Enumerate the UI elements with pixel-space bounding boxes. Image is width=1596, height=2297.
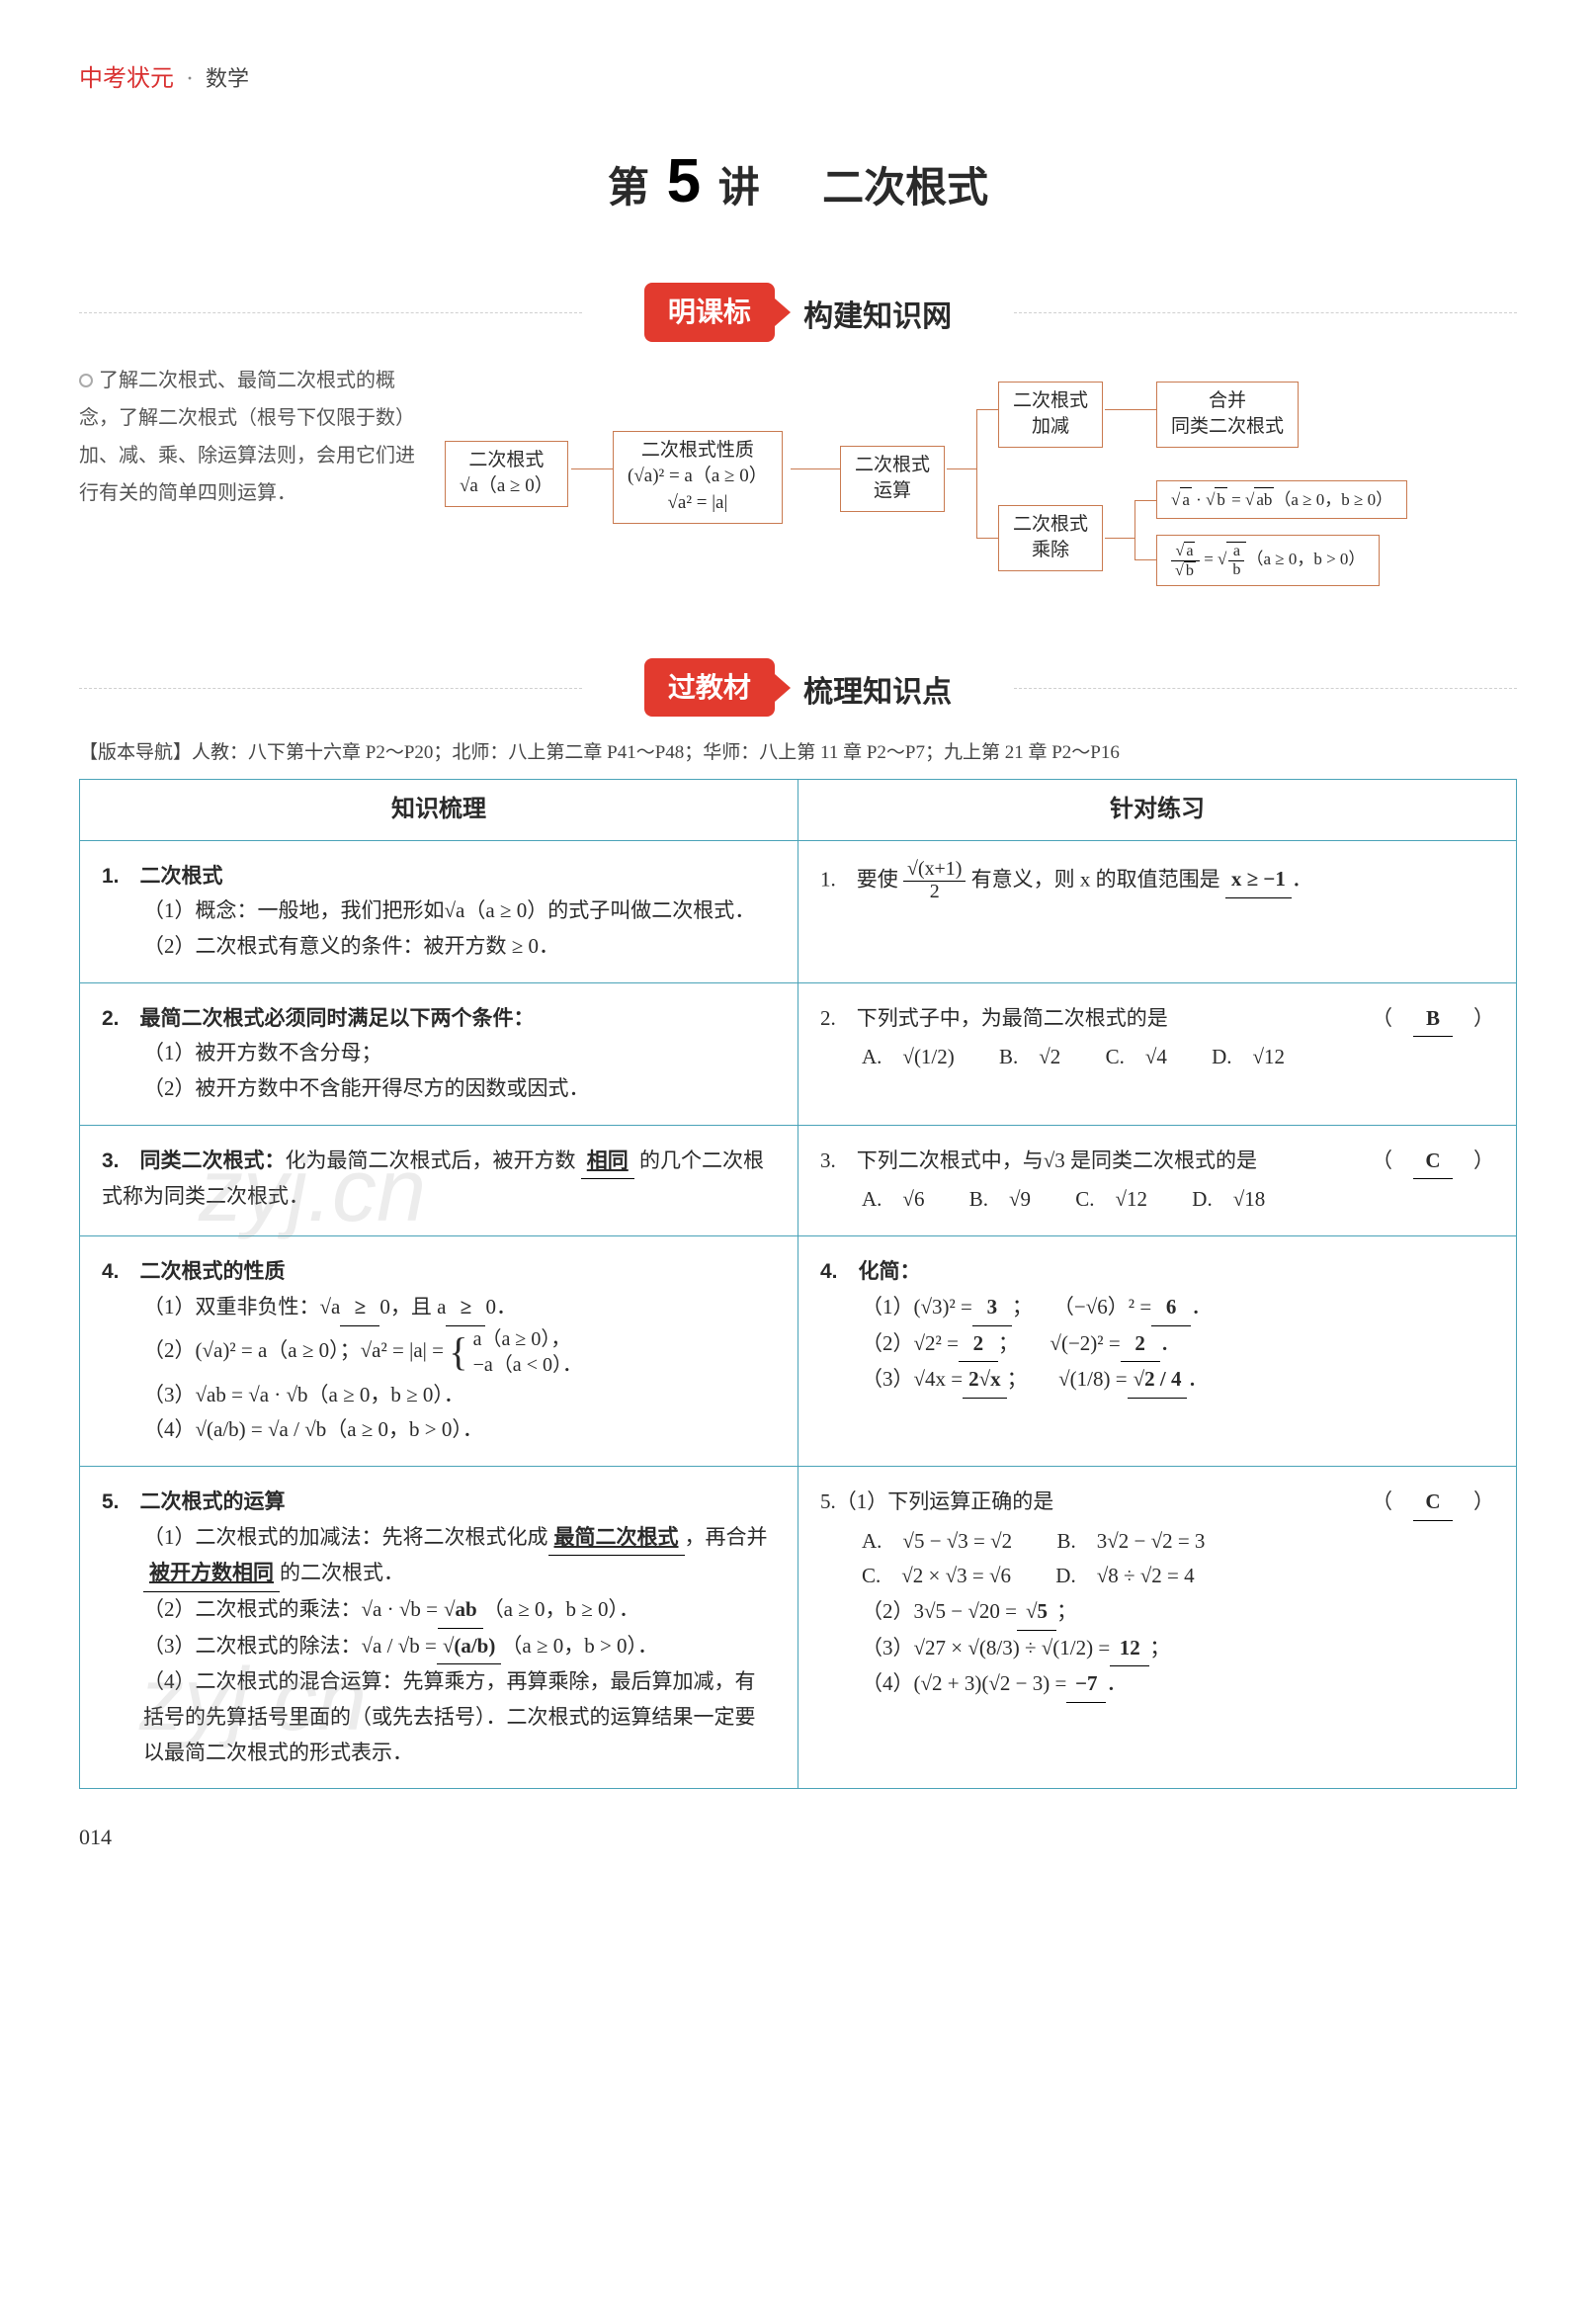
table-row: 2. 最简二次根式必须同时满足以下两个条件： （1）被开方数不含分母； （2）被… — [80, 982, 1517, 1125]
row5-q4: （4）(√2 + 3)(√2 − 3) =−7． — [820, 1666, 1494, 1703]
diagram-node-div-rule: ab = ab（a ≥ 0，b > 0） — [1156, 535, 1380, 587]
row3-title: 3. 同类二次根式： — [102, 1149, 286, 1172]
table-row: zyj.cn 3. 同类二次根式：化为最简二次根式后，被开方数 相同 的几个二次… — [80, 1125, 1517, 1235]
th-right: 针对练习 — [798, 779, 1517, 840]
knowledge-diagram: 二次根式 √a（a ≥ 0） 二次根式性质 (√a)² = a（a ≥ 0） √… — [445, 362, 1517, 619]
diagram-node-operation: 二次根式运算 — [840, 446, 945, 512]
row3-u: 相同 — [581, 1144, 634, 1180]
version-nav: 【版本导航】人教：八下第十六章 P2～P20；北师：八上第二章 P41～P48；… — [79, 737, 1517, 769]
cell-left: zyj.cn 5. 二次根式的运算 （1）二次根式的加减法：先将二次根式化成最简… — [80, 1466, 798, 1789]
row3-q: 3. 下列二次根式中，与√3 是同类二次根式的是 — [820, 1148, 1257, 1172]
section1-header: 明课标 构建知识网 — [79, 283, 1517, 342]
row4-q2: （2）√2² =2； √(−2)² =2． — [820, 1326, 1494, 1363]
cell-left: 2. 最简二次根式必须同时满足以下两个条件： （1）被开方数不含分母； （2）被… — [80, 982, 798, 1125]
diagram-line — [1134, 500, 1135, 559]
row5-answer: C — [1413, 1485, 1453, 1521]
brand-title: 中考状元 — [79, 66, 174, 92]
badge-guojiaocai: 过教材 — [644, 658, 775, 718]
row5-q3: （3）√27 × √(8/3) ÷ √(1/2) =12； — [820, 1631, 1494, 1667]
cell-right: 3. 下列二次根式中，与√3 是同类二次根式的是 （ C ） A. √6 B. … — [798, 1125, 1517, 1235]
diagram-node-addsub: 二次根式加减 — [998, 382, 1103, 448]
diagram-line — [947, 468, 976, 469]
cell-right: 2. 下列式子中，为最简二次根式的是 （ B ） A. √(1/2) B. √2… — [798, 982, 1517, 1125]
section2-title: 梳理知识点 — [803, 667, 952, 718]
chapter-pre: 第 — [608, 164, 649, 211]
brand-dot: · — [186, 66, 194, 92]
cell-left: 1. 二次根式 （1）概念：一般地，我们把形如√a（a ≥ 0）的式子叫做二次根… — [80, 840, 798, 982]
row4-q3: （3）√4x =2√x； √(1/8) =√2 / 4． — [820, 1362, 1494, 1399]
row5-l3: （3）二次根式的除法：√a / √b =√(a/b)（a ≥ 0，b > 0）． — [102, 1629, 776, 1665]
chapter-name: 二次根式 — [822, 164, 988, 211]
table-row: zyj.cn 5. 二次根式的运算 （1）二次根式的加减法：先将二次根式化成最简… — [80, 1466, 1517, 1789]
row2-q: 2. 下列式子中，为最简二次根式的是 — [820, 1006, 1168, 1030]
row5-q1: 5.（1）下列运算正确的是 （ C ） — [820, 1485, 1494, 1520]
row1-title: 1. 二次根式 — [102, 865, 223, 888]
badge-mingkebiao: 明课标 — [644, 283, 775, 342]
row1-l2: （2）二次根式有意义的条件：被开方数 ≥ 0． — [102, 929, 776, 965]
chapter-post: 讲 — [718, 164, 760, 211]
diagram-line — [1134, 500, 1156, 501]
cell-left: 4. 二次根式的性质 （1）双重非负性：√a≥0，且 a≥0． （2）(√a)²… — [80, 1236, 798, 1467]
diagram-line — [976, 409, 977, 538]
section1-title: 构建知识网 — [803, 292, 952, 342]
row2-l2: （2）被开方数中不含能开得尽方的因数或因式． — [102, 1071, 776, 1107]
row1-answer: x ≥ −1 — [1225, 862, 1292, 898]
cell-right: 5.（1）下列运算正确的是 （ C ） A. √5 − √3 = √2 B. 3… — [798, 1466, 1517, 1789]
row1-frac: √(x+1) 2 — [903, 859, 966, 903]
row3-choices: A. √6 B. √9 C. √12 D. √18 — [820, 1182, 1494, 1218]
row2-choices: A. √(1/2) B. √2 C. √4 D. √12 — [820, 1040, 1494, 1075]
page-number: 014 — [79, 1819, 1517, 1855]
row4-l2: （2）(√a)² = a（a ≥ 0）；√a² = |a| = { a（a ≥ … — [102, 1326, 776, 1378]
table-row: 4. 二次根式的性质 （1）双重非负性：√a≥0，且 a≥0． （2）(√a)²… — [80, 1236, 1517, 1467]
knowledge-table: 知识梳理 针对练习 1. 二次根式 （1）概念：一般地，我们把形如√a（a ≥ … — [79, 779, 1517, 1790]
diagram-node-merge: 合并同类二次根式 — [1156, 382, 1299, 448]
brand-subject: 数学 — [206, 66, 249, 91]
row2-l1: （1）被开方数不含分母； — [102, 1036, 776, 1071]
row4-rtitle: 4. 化简： — [820, 1254, 1494, 1290]
diagram-line — [976, 538, 998, 539]
diagram-node-root: 二次根式 √a（a ≥ 0） — [445, 441, 568, 507]
cell-right: 4. 化简： （1）(√3)² =3； （−√6）² =6． （2）√2² =2… — [798, 1236, 1517, 1467]
row5-choices: A. √5 − √3 = √2 B. 3√2 − √2 = 3 C. √2 × … — [820, 1524, 1494, 1594]
row2-title: 2. 最简二次根式必须同时满足以下两个条件： — [102, 1007, 535, 1030]
diagram-node-property: 二次根式性质 (√a)² = a（a ≥ 0） √a² = |a| — [613, 431, 783, 524]
cell-right: 1. 要使 √(x+1) 2 有意义，则 x 的取值范围是 x ≥ −1． — [798, 840, 1517, 982]
row1-q: 1. 要使 — [820, 867, 898, 891]
row1-tail: 有意义，则 x 的取值范围是 — [971, 867, 1220, 891]
row5-l1: （1）二次根式的加减法：先将二次根式化成最简二次根式，再合并被开方数相同的二次根… — [102, 1520, 776, 1592]
diagram-node-mul-rule: a · b = ab（a ≥ 0，b ≥ 0） — [1156, 480, 1407, 519]
chapter-title: 第 5 讲 二次根式 — [79, 129, 1517, 233]
row4-title: 4. 二次根式的性质 — [102, 1260, 286, 1283]
row2-answer: B — [1413, 1001, 1453, 1038]
brand-header: 中考状元 · 数学 — [79, 59, 1517, 100]
diagram-line — [571, 468, 613, 469]
diagram-line — [791, 468, 840, 469]
row5-l4: （4）二次根式的混合运算：先算乘方，再算乘除，最后算加减，有括号的先算括号里面的… — [102, 1664, 776, 1770]
row5-title: 5. 二次根式的运算 — [102, 1490, 286, 1513]
row5-q2: （2）3√5 − √20 =√5； — [820, 1594, 1494, 1631]
cell-left: zyj.cn 3. 同类二次根式：化为最简二次根式后，被开方数 相同 的几个二次… — [80, 1125, 798, 1235]
row1-l1: （1）概念：一般地，我们把形如√a（a ≥ 0）的式子叫做二次根式． — [102, 893, 776, 929]
section2-header: 过教材 梳理知识点 — [79, 658, 1517, 718]
table-row: 1. 二次根式 （1）概念：一般地，我们把形如√a（a ≥ 0）的式子叫做二次根… — [80, 840, 1517, 982]
row4-l1: （1）双重非负性：√a≥0，且 a≥0． — [102, 1290, 776, 1326]
row5-l2: （2）二次根式的乘法：√a · √b =√ab（a ≥ 0，b ≥ 0）． — [102, 1592, 776, 1629]
objective-box: 了解二次根式、最简二次根式的概念，了解二次根式（根号下仅限于数）加、减、乘、除运… — [79, 362, 415, 619]
section1-body: 了解二次根式、最简二次根式的概念，了解二次根式（根号下仅限于数）加、减、乘、除运… — [79, 362, 1517, 619]
diagram-line — [1134, 559, 1156, 560]
row4-q1: （1）(√3)² =3； （−√6）² =6． — [820, 1290, 1494, 1326]
diagram-line — [1105, 538, 1134, 539]
diagram-line — [1105, 409, 1156, 410]
row4-l4: （4）√(a/b) = √a / √b（a ≥ 0，b > 0）． — [102, 1412, 776, 1448]
diagram-node-muldiv: 二次根式乘除 — [998, 505, 1103, 571]
row4-l3: （3）√ab = √a · √b（a ≥ 0，b ≥ 0）． — [102, 1378, 776, 1413]
chapter-number: 5 — [667, 147, 701, 215]
ring-icon — [79, 374, 93, 387]
objective-text: 了解二次根式、最简二次根式的概念，了解二次根式（根号下仅限于数）加、减、乘、除运… — [79, 370, 415, 504]
diagram-line — [976, 409, 998, 410]
row3-answer: C — [1413, 1144, 1453, 1180]
th-left: 知识梳理 — [80, 779, 798, 840]
